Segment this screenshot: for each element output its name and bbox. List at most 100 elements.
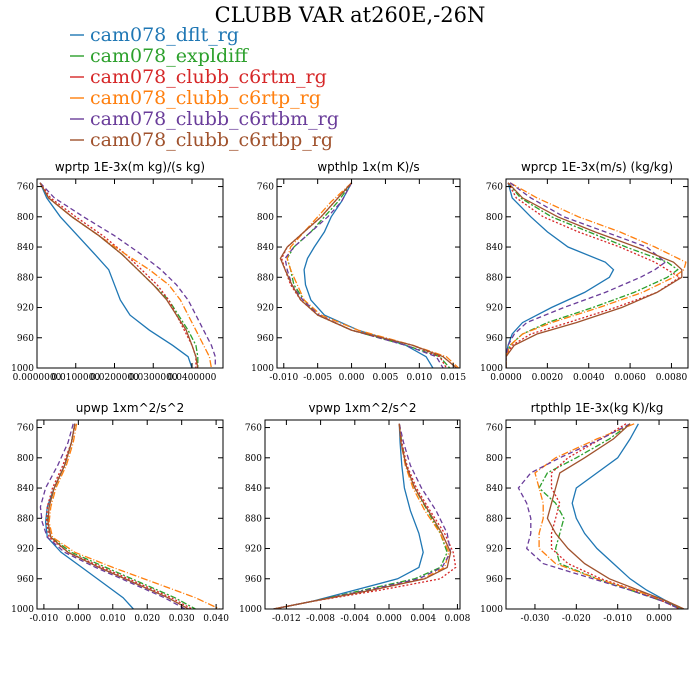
series-line	[273, 423, 452, 609]
x-tick-label: 0.010	[406, 373, 432, 383]
y-tick-label: 760	[486, 424, 503, 434]
y-tick-label: 960	[486, 575, 503, 585]
series-line	[286, 182, 460, 368]
panel-title: rtpthlp 1E-3x(kg K)/kg	[531, 401, 664, 415]
x-tick-label: 0.000	[65, 614, 91, 624]
y-tick-label: 920	[17, 304, 34, 314]
series-line	[517, 423, 680, 609]
legend-label: cam078_dflt_rg	[90, 24, 239, 46]
y-tick-label: 800	[245, 454, 262, 464]
series-line	[550, 423, 680, 609]
y-tick-label: 920	[486, 545, 503, 555]
plot-frame	[505, 178, 689, 369]
panel-title: vpwp 1xm^2/s^2	[308, 401, 416, 415]
panel-title: wpthlp 1x(m K)/s	[317, 160, 419, 174]
panel: wprcp 1E-3x(m/s) (kg/kg) 760 800 840 880 920 9…	[480, 160, 689, 383]
y-tick-label: 1000	[480, 605, 503, 615]
y-tick-label: 840	[245, 484, 262, 494]
series-group	[517, 423, 685, 609]
x-tick-label: 0.000	[339, 373, 365, 383]
series-line	[546, 423, 685, 609]
series-line	[571, 423, 681, 609]
series-line	[273, 423, 424, 609]
x-tick-label: 0.040	[203, 614, 229, 624]
y-tick-label: 760	[245, 424, 262, 434]
figure-title: CLUBB VAR at260E,-26N	[215, 3, 486, 27]
series-line	[538, 423, 685, 609]
series-group	[506, 182, 687, 368]
x-tick-label: 0.0080	[656, 373, 688, 383]
series-line	[46, 423, 196, 609]
y-tick-label: 840	[257, 243, 274, 253]
x-tick-label: 0.0200000	[90, 373, 139, 383]
series-line	[506, 182, 681, 368]
y-tick-label: 920	[486, 304, 503, 314]
series-line	[39, 182, 216, 368]
y-tick-label: 960	[17, 575, 34, 585]
x-tick-label: -0.010	[603, 614, 632, 624]
y-tick-label: 920	[17, 545, 34, 555]
series-line	[281, 182, 447, 368]
series-line	[44, 423, 134, 609]
x-tick-label: 0.015	[440, 373, 466, 383]
y-tick-label: 760	[486, 183, 503, 193]
plot-frame	[36, 178, 224, 369]
series-line	[39, 182, 213, 368]
y-tick-label: 880	[486, 273, 503, 283]
y-tick-label: 880	[17, 273, 34, 283]
panel-title: wprcp 1E-3x(m/s) (kg/kg)	[521, 160, 673, 174]
series-line	[39, 423, 186, 609]
y-tick-label: 1000	[11, 364, 34, 374]
series-line	[506, 182, 667, 368]
series-line	[273, 423, 450, 609]
x-tick-label: 0.0060	[614, 373, 646, 383]
plot-frame	[276, 178, 461, 369]
series-line	[506, 182, 687, 368]
x-tick-label: 0.005	[373, 373, 399, 383]
y-tick-label: 880	[245, 514, 262, 524]
y-tick-label: 800	[486, 454, 503, 464]
y-tick-label: 760	[257, 183, 274, 193]
y-tick-label: 880	[17, 514, 34, 524]
legend: cam078_dflt_rgcam078_expldiffcam078_club…	[70, 24, 339, 151]
series-line	[273, 423, 448, 609]
x-tick-label: 0.030	[169, 614, 195, 624]
x-tick-label: 0.010	[100, 614, 126, 624]
series-line	[39, 182, 197, 368]
x-tick-label: 0.0100000	[51, 373, 100, 383]
series-line	[534, 423, 685, 609]
series-line	[279, 182, 458, 368]
series-group	[39, 423, 220, 609]
panel-title: upwp 1xm^2/s^2	[76, 401, 185, 415]
x-tick-label: -0.008	[306, 614, 335, 624]
legend-entry: cam078_clubb_c6rtm_rg	[70, 66, 327, 88]
legend-label: cam078_clubb_c6rtm_rg	[90, 66, 327, 88]
y-tick-label: 840	[17, 484, 34, 494]
series-line	[506, 182, 679, 368]
series-group	[39, 182, 216, 368]
legend-label: cam078_clubb_c6rtbm_rg	[90, 108, 339, 130]
y-tick-label: 880	[486, 514, 503, 524]
series-line	[273, 423, 452, 609]
series-line	[48, 423, 220, 609]
legend-entry: cam078_clubb_c6rtbp_rg	[70, 129, 333, 151]
y-tick-label: 800	[486, 213, 503, 223]
x-tick-label: 0.000	[646, 614, 672, 624]
series-line	[303, 182, 434, 368]
y-tick-label: 960	[17, 334, 34, 344]
y-tick-label: 800	[17, 213, 34, 223]
y-tick-label: 760	[17, 183, 34, 193]
x-tick-label: 0.0400000	[168, 373, 217, 383]
y-tick-label: 920	[257, 304, 274, 314]
x-tick-label: 0.020	[134, 614, 160, 624]
x-tick-label: 0.004	[410, 614, 436, 624]
series-line	[39, 182, 193, 368]
x-tick-label: -0.030	[521, 614, 550, 624]
y-tick-label: 880	[257, 273, 274, 283]
y-tick-label: 840	[486, 243, 503, 253]
y-tick-label: 840	[486, 484, 503, 494]
panel: rtpthlp 1E-3x(kg K)/kg 760 800 840 880 920 960…	[480, 401, 689, 624]
panel: wpthlp 1x(m K)/s7608008408809209601000-0…	[251, 160, 466, 383]
series-line	[286, 182, 451, 368]
